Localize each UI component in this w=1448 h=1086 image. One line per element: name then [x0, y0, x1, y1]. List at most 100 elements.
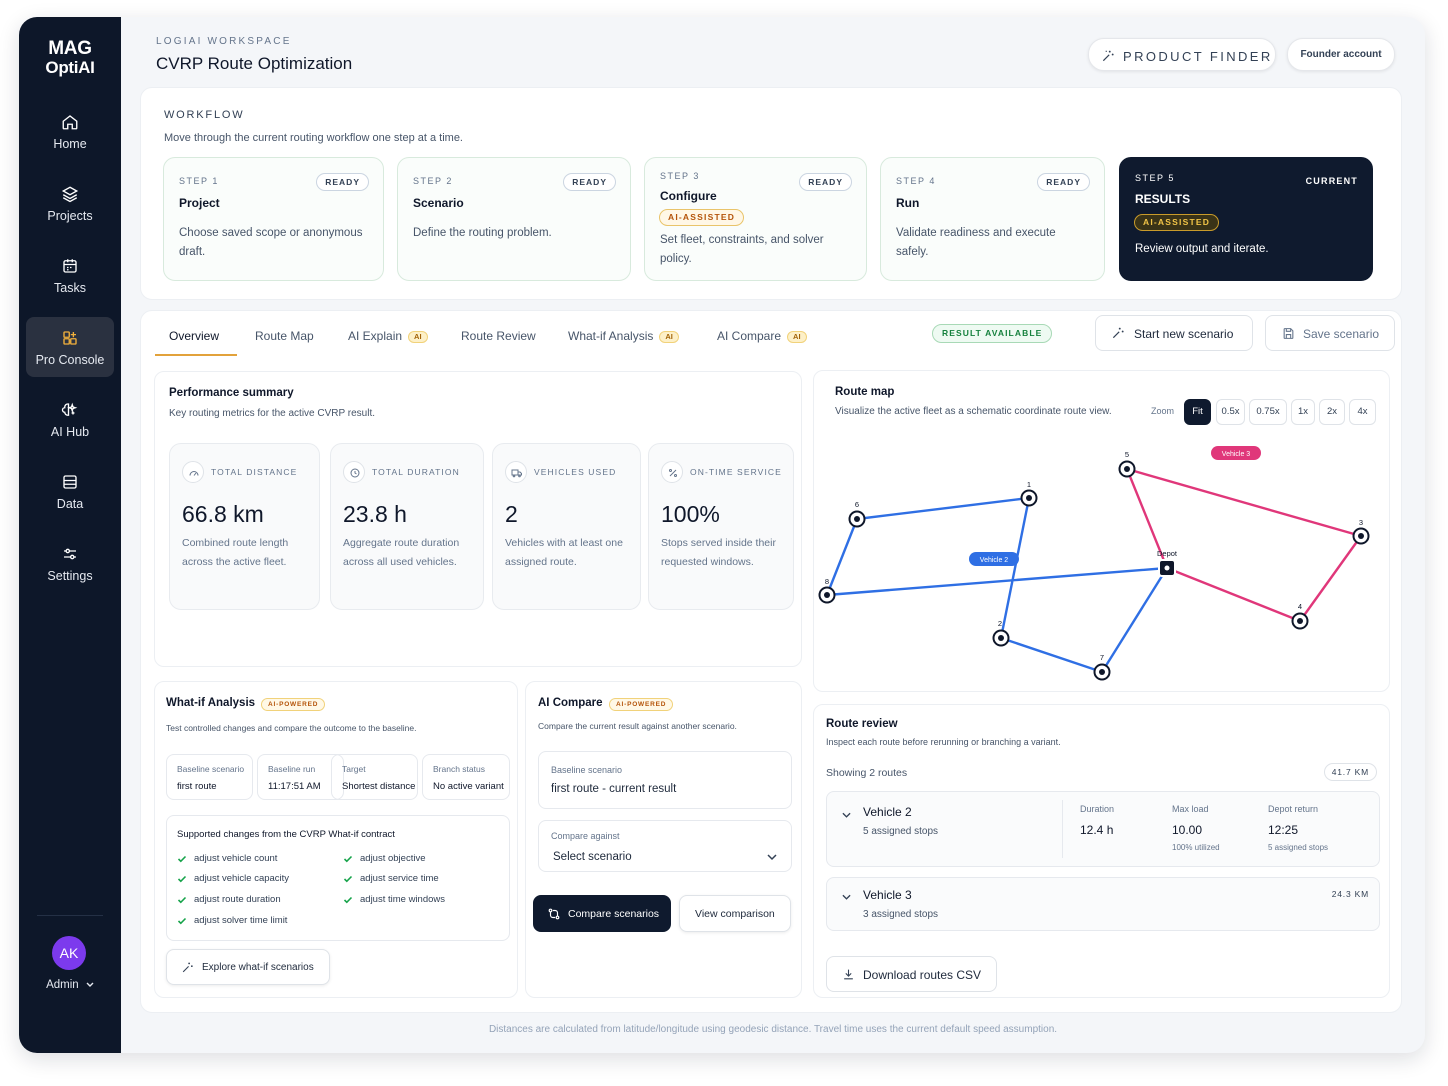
zoom-2x-button[interactable]: 2x: [1319, 399, 1345, 425]
logo-line2: OptiAI: [45, 58, 95, 77]
zoom-4x-button[interactable]: 4x: [1349, 399, 1376, 425]
user-name: Admin: [46, 979, 79, 991]
view-comparison-button[interactable]: View comparison: [679, 895, 791, 932]
user-menu[interactable]: Admin: [19, 979, 121, 991]
tab-route-map[interactable]: Route Map: [255, 329, 314, 343]
section-subtitle: Visualize the active fleet as a schemati…: [835, 406, 1112, 417]
database-icon: [63, 475, 77, 489]
metric-value: 23.8 h: [343, 501, 407, 527]
compare-scenarios-button[interactable]: Compare scenarios: [533, 895, 671, 932]
stop-marker-6[interactable]: 6: [848, 500, 866, 528]
tab-label: What-if Analysis: [568, 329, 654, 343]
ai-powered-badge: AI-POWERED: [261, 698, 326, 711]
route-row-vehicle-3[interactable]: Vehicle 3 3 assigned stops 24.3 KM: [826, 877, 1380, 931]
account-button[interactable]: Founder account: [1287, 38, 1395, 71]
stop-marker-4[interactable]: 4: [1291, 602, 1309, 630]
metric-icon-wrap: [505, 461, 527, 483]
zoom-1x-button[interactable]: 1x: [1291, 399, 1315, 425]
step-description: Review output and iterate.: [1135, 243, 1269, 255]
depot-marker[interactable]: Depot: [1157, 549, 1178, 577]
field-value: Shortest distance: [342, 781, 416, 792]
field-value: 11:17:51 AM: [268, 781, 321, 792]
step-description: Set fleet, constraints, and solver polic…: [660, 234, 824, 265]
stop-marker-8[interactable]: 8: [818, 577, 836, 604]
compare-against-select[interactable]: Compare against Select scenario: [538, 820, 792, 872]
workflow-step-run[interactable]: STEP 4 READY Run Validate readiness and …: [880, 157, 1105, 281]
sidebar-item-data[interactable]: Data: [26, 461, 114, 521]
divider: [1062, 800, 1063, 858]
stop-marker-5[interactable]: 5: [1118, 450, 1136, 478]
ai-badge: AI: [408, 331, 428, 343]
change-label: adjust service time: [360, 873, 439, 884]
metric-label: VEHICLES USED: [534, 467, 617, 477]
stop-marker-1[interactable]: 1: [1020, 480, 1038, 507]
workflow-label: WORKFLOW: [164, 109, 245, 121]
baseline-scenario-field: Baseline scenario first route: [166, 754, 253, 800]
zoom-0.75x-button[interactable]: 0.75x: [1249, 399, 1287, 425]
sidebar-item-tasks[interactable]: Tasks: [26, 245, 114, 305]
field-label: Compare against: [551, 831, 620, 841]
avatar[interactable]: AK: [52, 936, 86, 970]
tab-ai-compare[interactable]: AI Compare AI: [717, 329, 807, 343]
change-label: adjust time windows: [360, 894, 446, 905]
button-label: Explore what-if scenarios: [202, 962, 314, 973]
route-map-canvas[interactable]: Vehicle 2 Vehicle 3 1 2 3 4 5 6 7 8 Depot: [814, 431, 1391, 693]
showing-routes-text: Showing 2 routes: [826, 767, 908, 779]
sidebar-item-settings[interactable]: Settings: [26, 533, 114, 593]
sidebar-item-label: Settings: [47, 569, 93, 583]
product-finder-button[interactable]: PRODUCT FINDER: [1088, 38, 1276, 71]
depot-return-label: Depot return: [1268, 804, 1319, 814]
zoom-label: Zoom: [1151, 406, 1175, 416]
chevron-down-icon[interactable]: [842, 812, 851, 819]
magic-wand-icon: [182, 962, 193, 973]
sidebar-divider: [37, 915, 103, 916]
route-line-vehicle-2[interactable]: [825, 496, 1169, 674]
step-number: STEP 3: [660, 171, 700, 181]
vehicle-name: Vehicle 3: [863, 888, 912, 902]
stop-marker-7[interactable]: 7: [1093, 653, 1111, 681]
stop-marker-3[interactable]: 3: [1352, 518, 1370, 545]
sidebar-item-label: AI Hub: [50, 425, 90, 439]
tab-label: AI Explain: [348, 329, 403, 343]
branch-status-field: Branch status No active variant: [422, 754, 510, 800]
save-scenario-button[interactable]: Save scenario: [1265, 315, 1395, 351]
sidebar-item-label: Home: [53, 137, 87, 151]
workflow-step-configure[interactable]: STEP 3 READY Configure AI-ASSISTED Set f…: [644, 157, 867, 281]
sidebar-item-pro-console[interactable]: Pro Console: [26, 317, 114, 377]
workflow-step-scenario[interactable]: STEP 2 READY Scenario Define the routing…: [397, 157, 631, 281]
zoom-fit-button[interactable]: Fit: [1184, 399, 1211, 425]
field-value: first route: [177, 781, 217, 792]
app-window: MAG OptiAI Home Projects Tasks Pro Conso…: [19, 17, 1425, 1053]
download-routes-csv-button[interactable]: Download routes CSV: [826, 956, 997, 992]
workflow-step-results[interactable]: STEP 5 CURRENT RESULTS AI-ASSISTED Revie…: [1119, 157, 1373, 281]
utilization-note: 100% utilized: [1172, 843, 1220, 852]
chevron-down-icon[interactable]: [842, 894, 851, 901]
sidebar-item-label: Projects: [47, 209, 93, 223]
stop-marker-2[interactable]: 2: [992, 619, 1010, 647]
sidebar-item-projects[interactable]: Projects: [26, 173, 114, 233]
logo-line1: MAG: [48, 38, 92, 59]
footer-note: Distances are calculated from latitude/l…: [488, 1024, 1058, 1035]
explore-what-if-button[interactable]: Explore what-if scenarios: [166, 949, 330, 985]
route-label-vehicle-3: Vehicle 3: [1211, 446, 1261, 460]
vehicle-name: Vehicle 2: [863, 805, 912, 819]
metric-vehicles-used: VEHICLES USED 2 Vehicles with at least o…: [492, 443, 641, 610]
sidebar-item-home[interactable]: Home: [26, 101, 114, 161]
tab-route-review[interactable]: Route Review: [461, 329, 536, 343]
tab-ai-explain[interactable]: AI Explain AI: [348, 329, 428, 343]
button-label: View comparison: [695, 908, 775, 920]
workspace-label: LOGIAI WORKSPACE: [156, 36, 292, 47]
metric-value: 100%: [661, 501, 720, 527]
zoom-0.5x-button[interactable]: 0.5x: [1216, 399, 1245, 425]
route-line-vehicle-3[interactable]: [1125, 467, 1363, 623]
field-label: Branch status: [433, 764, 485, 774]
tab-overview[interactable]: Overview: [169, 329, 220, 343]
route-row-vehicle-2[interactable]: Vehicle 2 5 assigned stops Duration 12.4…: [826, 791, 1380, 867]
svg-text:5: 5: [1125, 450, 1129, 459]
tab-what-if-analysis[interactable]: What-if Analysis AI: [568, 329, 679, 343]
sidebar-item-ai-hub[interactable]: AI Hub: [26, 389, 114, 449]
route-map-card: Route map Visualize the active fleet as …: [813, 370, 1390, 692]
field-value: No active variant: [433, 781, 504, 792]
workflow-step-project[interactable]: STEP 1 READY Project Choose saved scope …: [163, 157, 384, 281]
start-new-scenario-button[interactable]: Start new scenario: [1095, 315, 1253, 351]
